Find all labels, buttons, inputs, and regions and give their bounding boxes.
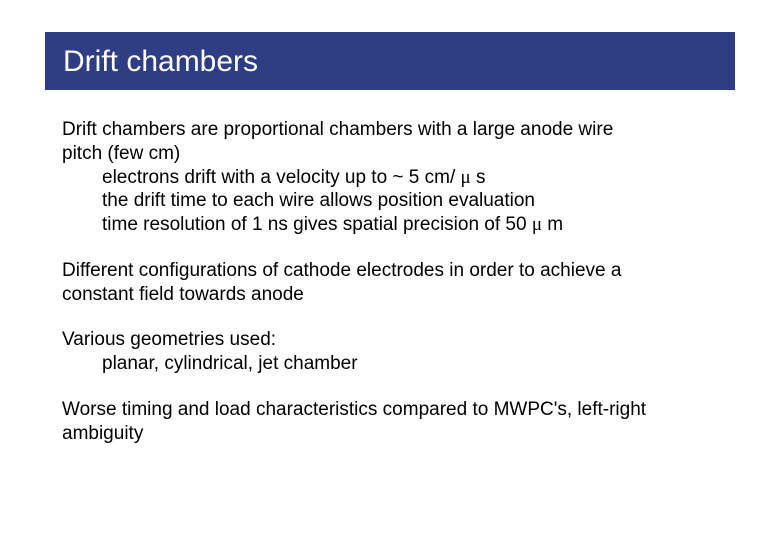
slide-title: Drift chambers	[63, 45, 258, 78]
p1-line2: pitch (few cm)	[62, 142, 730, 166]
p1-line1: Drift chambers are proportional chambers…	[62, 118, 730, 142]
p4-line2: ambiguity	[62, 422, 730, 446]
mu-symbol: μ	[461, 167, 471, 188]
p3-line1: Various geometries used:	[62, 328, 730, 352]
paragraph-1: Drift chambers are proportional chambers…	[62, 118, 730, 237]
title-bar: Drift chambers	[45, 32, 735, 90]
paragraph-2: Different configurations of cathode elec…	[62, 259, 730, 307]
paragraph-4: Worse timing and load characteristics co…	[62, 398, 730, 446]
p2-line2: constant field towards anode	[62, 283, 730, 307]
p4-line1: Worse timing and load characteristics co…	[62, 398, 730, 422]
p1-bullet1: electrons drift with a velocity up to ~ …	[62, 166, 730, 190]
mu-symbol: μ	[532, 214, 542, 235]
p1-b1-text-b: s	[471, 167, 486, 188]
p3-bullet1: planar, cylindrical, jet chamber	[62, 352, 730, 376]
slide-body: Drift chambers are proportional chambers…	[62, 118, 730, 467]
p2-line1: Different configurations of cathode elec…	[62, 259, 730, 283]
slide: Drift chambers Drift chambers are propor…	[0, 0, 780, 540]
p1-b1-text-a: electrons drift with a velocity up to ~ …	[102, 167, 461, 188]
paragraph-3: Various geometries used: planar, cylindr…	[62, 328, 730, 376]
p1-bullet3: time resolution of 1 ns gives spatial pr…	[62, 213, 730, 237]
p1-b3-text-a: time resolution of 1 ns gives spatial pr…	[102, 214, 532, 235]
p1-b3-text-b: m	[542, 214, 563, 235]
p1-bullet2: the drift time to each wire allows posit…	[62, 189, 730, 213]
